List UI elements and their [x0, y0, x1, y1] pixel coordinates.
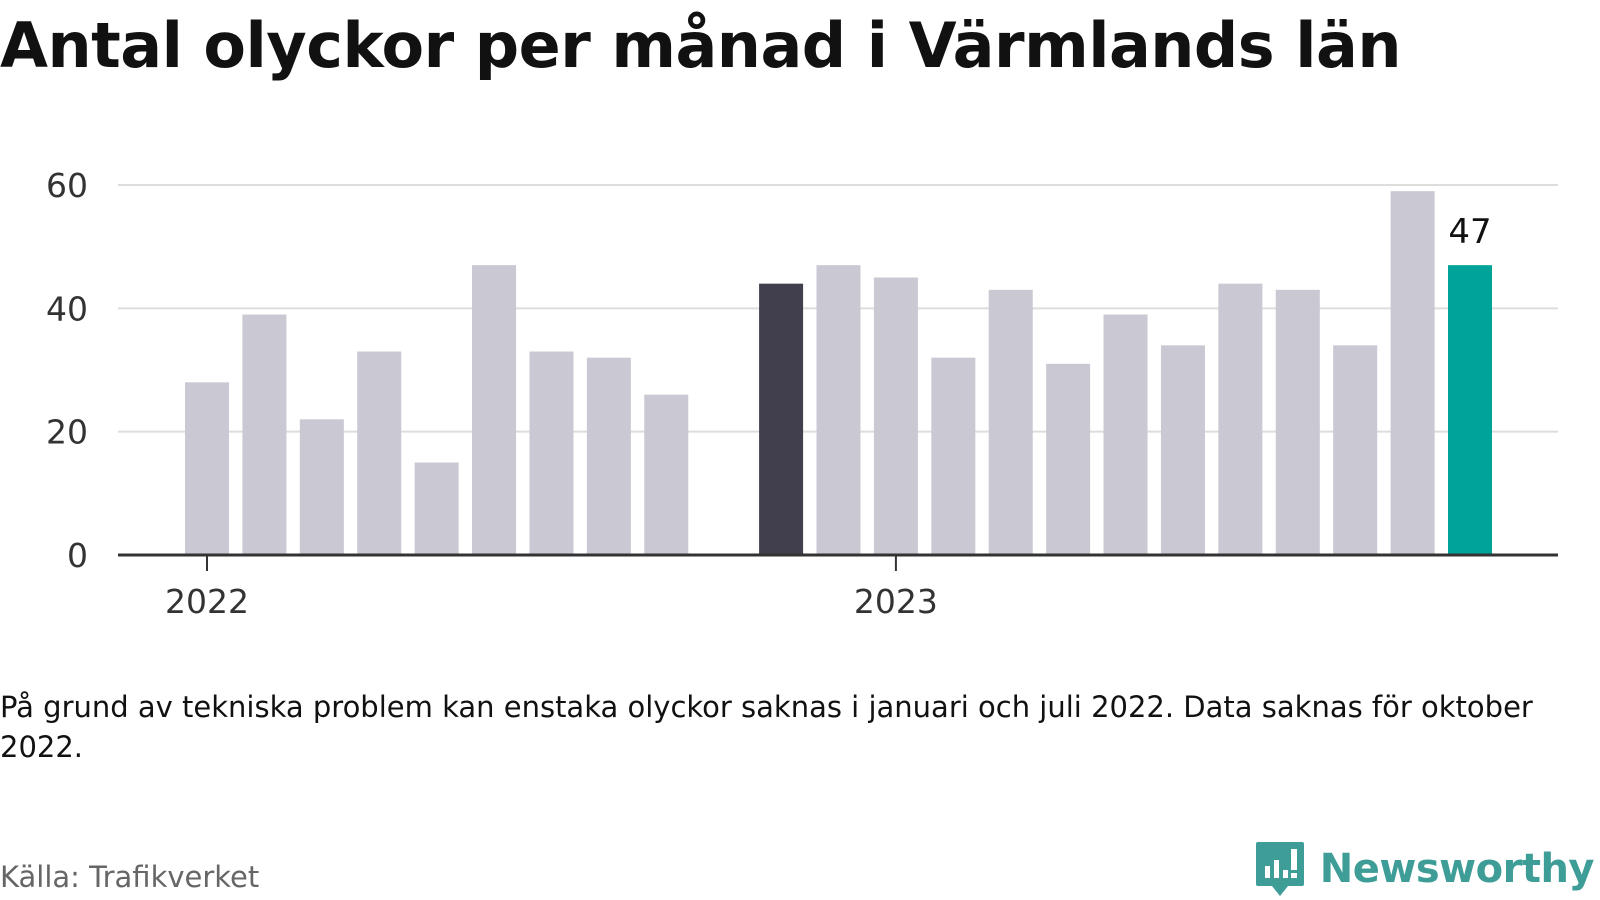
- bars: [185, 191, 1492, 555]
- y-tick-label-60: 60: [46, 166, 88, 205]
- bar-2023-02: [931, 357, 976, 555]
- bar-2023-11: [1448, 265, 1492, 555]
- axes: [118, 553, 1558, 571]
- bar-2022-05: [414, 462, 459, 555]
- y-tick-label-20: 20: [46, 413, 88, 452]
- bar-2023-07: [1218, 283, 1263, 555]
- bar-2022-09: [644, 394, 689, 555]
- bar-2022-03: [299, 419, 344, 555]
- value-label-2023-11: 47: [1448, 212, 1491, 252]
- bar-2022-04: [357, 351, 402, 555]
- chart-note: På grund av tekniska problem kan enstaka…: [0, 690, 1533, 764]
- bar-2022-01: [185, 382, 229, 555]
- bar-2022-02: [242, 314, 287, 555]
- y-tick-label-0: 0: [67, 536, 88, 575]
- brand-name: Newsworthy: [1319, 846, 1595, 892]
- x-tick-label-2023: 2023: [854, 582, 938, 621]
- bar-2023-04: [1046, 363, 1091, 555]
- newsworthy-logo: Newsworthy: [1254, 840, 1595, 898]
- bar-2022-07: [529, 351, 574, 555]
- bar-2023-03: [988, 289, 1033, 555]
- chart-title: Antal olyckor per månad i Värmlands län: [0, 9, 1402, 82]
- bar-2023-06: [1160, 345, 1205, 555]
- x-tick-label-2022: 2022: [165, 582, 249, 621]
- bar-2022-11: [759, 283, 804, 555]
- bar-2022-12: [816, 265, 861, 555]
- bar-2022-06: [472, 265, 517, 555]
- newsworthy-icon: [1255, 842, 1304, 896]
- bar-2023-01: [873, 277, 918, 555]
- y-tick-label-40: 40: [46, 289, 88, 328]
- bar-2023-09: [1333, 345, 1378, 555]
- bar-2023-10: [1390, 191, 1435, 555]
- bar-2023-08: [1275, 289, 1320, 555]
- labels: 0 20 40 60 2022 2023 47: [46, 166, 1492, 621]
- bar-2022-08: [586, 357, 631, 555]
- source-text: Källa: Trafikverket: [0, 860, 260, 894]
- bar-chart: 0 20 40 60 2022 2023 47: [46, 166, 1558, 621]
- bar-2023-05: [1103, 314, 1148, 555]
